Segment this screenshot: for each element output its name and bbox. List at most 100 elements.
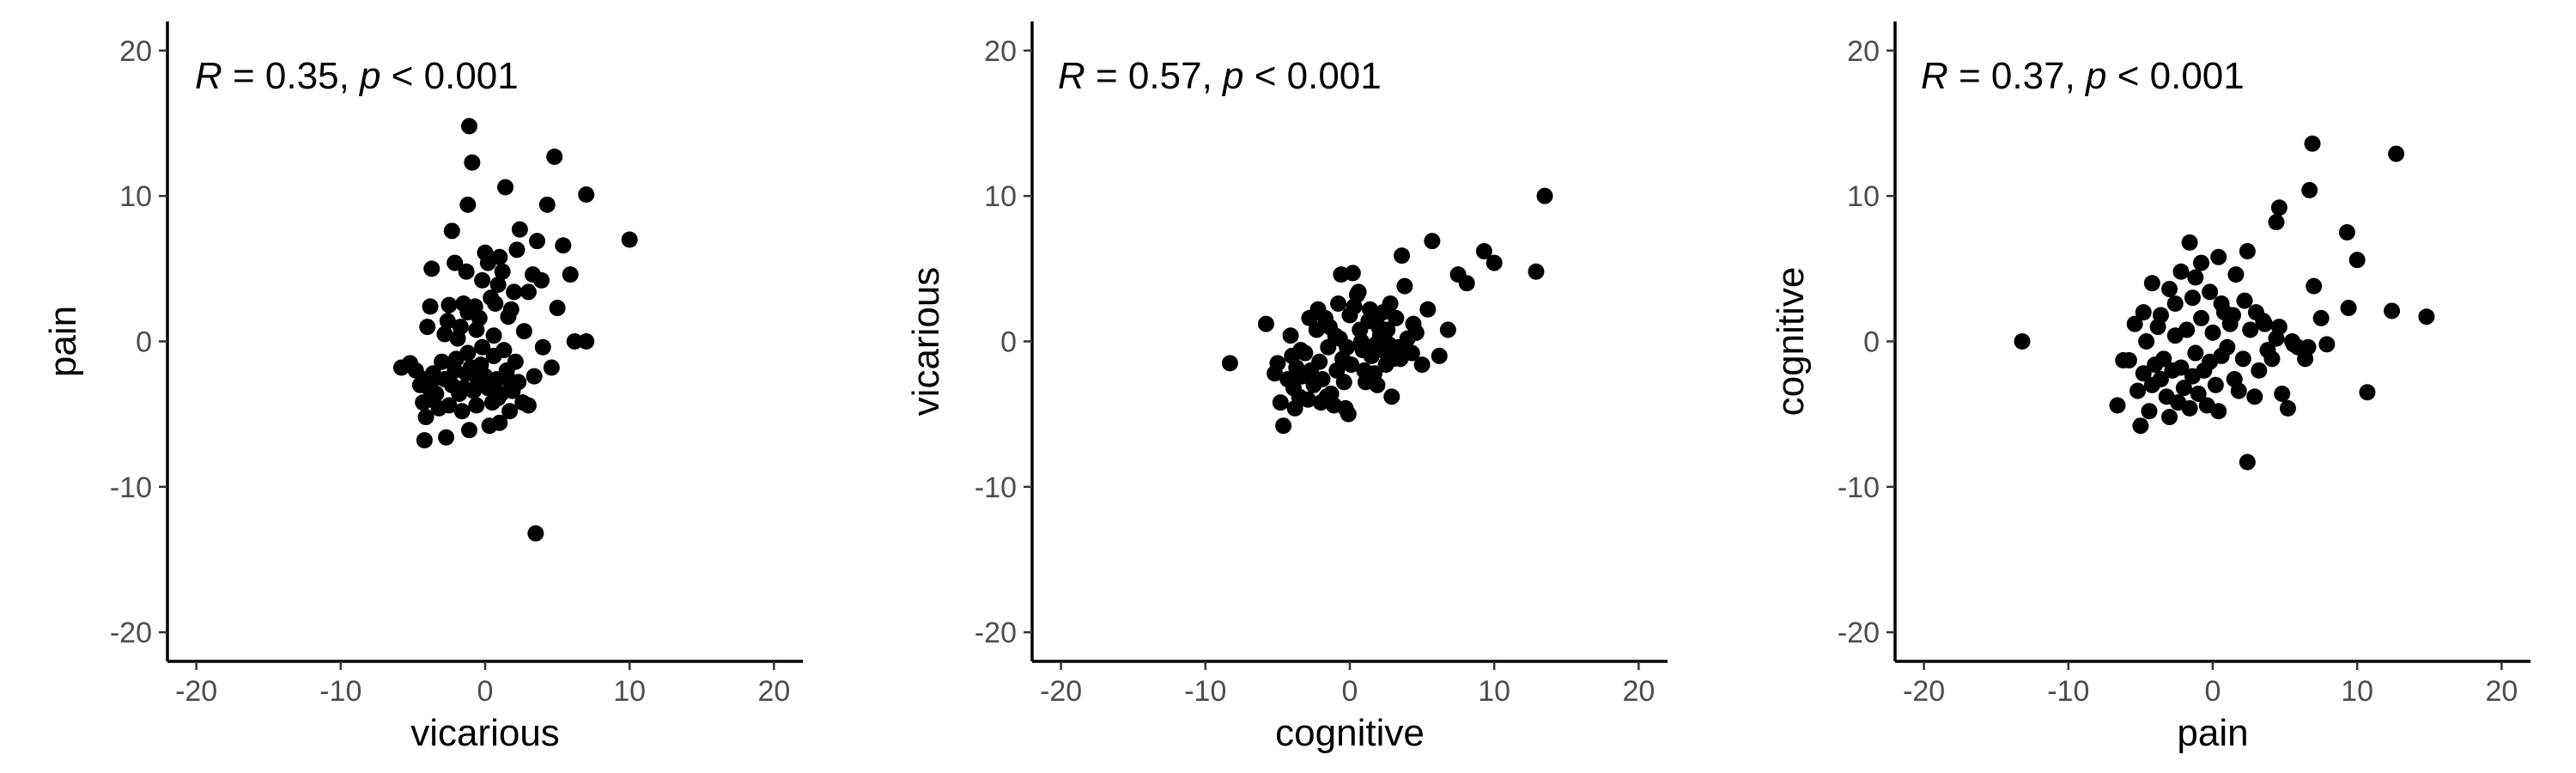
r-symbol: R xyxy=(1921,55,1948,97)
data-point xyxy=(453,403,471,420)
data-points xyxy=(2014,135,2435,471)
data-point xyxy=(459,304,477,321)
data-point xyxy=(1275,417,1292,435)
x-tick-label: -10 xyxy=(2047,675,2089,708)
data-point xyxy=(2318,336,2336,353)
data-point xyxy=(1379,321,1396,338)
data-point xyxy=(500,371,517,388)
data-point xyxy=(2135,365,2152,382)
data-point xyxy=(1299,391,1316,408)
data-point xyxy=(529,233,546,250)
data-point xyxy=(502,301,519,318)
data-point xyxy=(2227,266,2245,283)
data-point xyxy=(1431,347,1448,364)
data-point xyxy=(2285,336,2302,353)
data-point xyxy=(549,300,566,317)
x-tick-label: -20 xyxy=(1040,675,1082,708)
r-value: = 0.57, xyxy=(1085,55,1223,97)
data-point xyxy=(443,222,460,240)
data-point xyxy=(2207,376,2224,393)
data-point xyxy=(2181,234,2198,251)
data-point xyxy=(1311,353,1328,370)
data-point xyxy=(2388,145,2405,162)
p-symbol: p xyxy=(358,55,380,97)
data-point xyxy=(419,319,436,336)
data-point xyxy=(428,385,445,402)
correlation-annotation: R = 0.35, p < 0.001 xyxy=(195,55,519,97)
x-tick-label: 20 xyxy=(1622,675,1655,708)
data-point xyxy=(2155,350,2172,368)
scatter-panel-1: -20 -10 0 10 20 -20 -10 0 10 20 vicarious pain R = 0… xyxy=(42,21,803,754)
data-point xyxy=(2210,248,2227,265)
data-point xyxy=(494,263,511,280)
data-point xyxy=(2263,350,2281,368)
y-tick-label: 10 xyxy=(984,180,1017,213)
data-point xyxy=(2181,399,2198,417)
data-point xyxy=(2359,384,2376,401)
data-point xyxy=(2175,380,2192,397)
data-point xyxy=(543,359,560,376)
data-point xyxy=(621,231,638,248)
data-point xyxy=(1341,307,1358,324)
data-point xyxy=(491,248,508,265)
data-point xyxy=(440,296,458,313)
data-point xyxy=(2246,388,2263,405)
y-axis-title: cognitive xyxy=(1770,267,1812,417)
data-point xyxy=(2239,243,2256,260)
data-point xyxy=(459,344,477,362)
data-point xyxy=(2219,338,2236,356)
data-point xyxy=(1382,295,1399,312)
data-point xyxy=(487,295,504,312)
data-point xyxy=(1286,399,1303,417)
r-symbol: R xyxy=(1058,55,1085,97)
data-point xyxy=(2230,382,2247,399)
data-point xyxy=(1327,327,1344,344)
data-point xyxy=(464,154,481,171)
data-points xyxy=(392,118,638,542)
data-point xyxy=(1485,254,1503,271)
data-point xyxy=(2143,275,2160,292)
y-tick-label: -20 xyxy=(975,617,1017,649)
data-point xyxy=(2268,214,2285,231)
data-point xyxy=(1528,263,1545,280)
data-point xyxy=(1536,187,1553,204)
p-value: < 0.001 xyxy=(2107,55,2245,97)
data-point xyxy=(2338,224,2355,241)
data-point xyxy=(422,298,439,315)
p-symbol: p xyxy=(1221,55,1243,97)
data-point xyxy=(2202,283,2219,301)
x-axis-title: vicarious xyxy=(410,712,560,754)
data-point xyxy=(2141,403,2158,420)
data-point xyxy=(1339,338,1356,356)
data-point xyxy=(533,271,550,289)
y-tick-label: 10 xyxy=(1847,180,1880,213)
data-point xyxy=(511,221,528,238)
data-point xyxy=(2152,307,2169,324)
data-point xyxy=(1284,347,1301,364)
y-tick-label: -10 xyxy=(1838,472,1880,504)
data-point xyxy=(2257,315,2274,332)
data-point xyxy=(1367,336,1384,353)
y-tick-label: -20 xyxy=(110,617,152,649)
data-point xyxy=(508,241,526,259)
data-point xyxy=(495,342,513,359)
data-point xyxy=(2178,321,2196,338)
data-point xyxy=(439,313,456,330)
y-tick-label: 0 xyxy=(1863,326,1880,359)
x-tick-label: 10 xyxy=(1478,675,1510,708)
data-point xyxy=(1307,374,1324,391)
data-point xyxy=(2014,333,2031,350)
y-tick-label: 0 xyxy=(1000,326,1017,359)
data-point xyxy=(447,254,464,271)
data-point xyxy=(417,409,434,426)
data-point xyxy=(474,338,491,356)
data-point xyxy=(527,525,544,542)
data-point xyxy=(489,390,507,407)
scatter-panel-2: -20 -10 0 10 20 -20 -10 0 10 20 cognitive vicarious… xyxy=(905,21,1668,754)
data-point xyxy=(2234,350,2251,368)
data-point xyxy=(2129,382,2147,399)
data-point xyxy=(2251,362,2268,379)
data-point xyxy=(515,323,532,340)
scatter-panel-3: -20 -10 0 10 20 -20 -10 0 10 20 pain cognitive R = 0… xyxy=(1770,21,2530,754)
